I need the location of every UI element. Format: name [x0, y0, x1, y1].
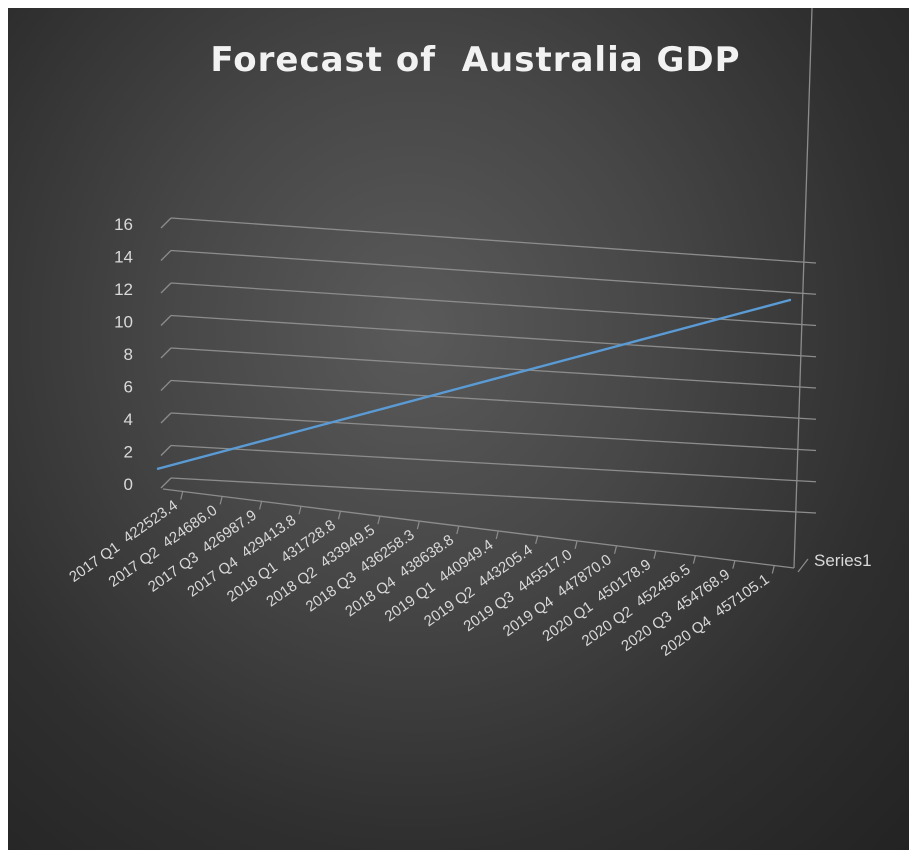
gridline-tick: [160, 282, 172, 294]
x-tick-mark: [771, 565, 775, 574]
gridline-tick: [160, 380, 172, 391]
y-tick-label: 6: [124, 378, 133, 397]
series-layer: [156, 298, 792, 470]
series-point: [325, 422, 328, 425]
depth-series-label: Series1: [814, 551, 872, 570]
gridlines: [160, 217, 817, 514]
gridline: [170, 477, 817, 514]
series-point: [746, 310, 750, 313]
series-point: [283, 433, 286, 437]
gridline: [170, 444, 817, 483]
series-point: [156, 467, 160, 470]
chart-area: Forecast of Australia GDP 0 2 4 6 8 10 12 14 16 …: [8, 8, 909, 850]
x-tick-mark: [219, 496, 223, 505]
x-tick-mark: [495, 530, 499, 540]
series-point: [367, 411, 370, 414]
gridline: [170, 282, 817, 327]
x-tick-mark: [692, 555, 696, 564]
y-tick-label: 12: [114, 280, 133, 299]
x-tick-mark: [732, 560, 736, 569]
gridline: [170, 249, 817, 295]
y-tick-label: 14: [114, 248, 133, 267]
x-tick-mark: [416, 520, 420, 530]
gridline-tick: [160, 217, 172, 229]
y-tick-label: 2: [124, 443, 133, 462]
series-point: [241, 445, 244, 448]
x-tick-mark: [653, 550, 657, 559]
series-point: [451, 388, 455, 392]
x-tick-mark: [298, 506, 302, 515]
y-tick-label: 8: [124, 345, 133, 364]
series-point: [704, 321, 707, 324]
y-axis-ticks: 0 2 4 6 8 10 12 14 16: [114, 215, 133, 494]
gridline-tick: [160, 250, 172, 261]
gridline-tick: [160, 347, 172, 359]
gridline: [170, 314, 817, 358]
gridline-tick: [160, 412, 172, 424]
gridline: [170, 412, 817, 452]
gridline: [170, 347, 817, 389]
y-tick-label: 4: [124, 410, 133, 429]
x-tick-mark: [613, 545, 618, 554]
gridline-tick: [160, 315, 172, 326]
floor-front-edge: [162, 488, 795, 569]
floor-axis: [162, 8, 813, 574]
gridline-tick: [160, 445, 172, 456]
series-point: [662, 332, 665, 335]
gridline: [170, 217, 817, 264]
y-tick-label: 16: [114, 215, 133, 234]
gridline: [170, 379, 817, 420]
y-tick-label: 10: [114, 313, 133, 332]
x-tick-mark: [377, 516, 381, 525]
series-point: [620, 343, 623, 347]
x-tick-mark: [456, 525, 460, 535]
series-point: [493, 377, 497, 380]
series-point: [578, 355, 581, 358]
y-tick-label: 0: [124, 475, 133, 494]
chart-title: Forecast of Australia GDP: [210, 40, 741, 80]
x-tick-mark: [259, 501, 263, 510]
x-tick-mark: [535, 535, 539, 545]
series-point: [536, 366, 539, 369]
x-tick-mark: [180, 491, 184, 500]
series-point: [409, 400, 412, 403]
series-point: [788, 298, 792, 302]
depth-tick-mark: [797, 558, 809, 573]
depth-axis: Series1: [797, 551, 872, 573]
x-tick-mark: [337, 511, 342, 520]
series-line: [157, 298, 791, 470]
floor-right-edge: [793, 8, 813, 569]
gridline-tick: [160, 477, 172, 489]
x-tick-mark: [574, 540, 578, 549]
series-point: [198, 456, 202, 459]
